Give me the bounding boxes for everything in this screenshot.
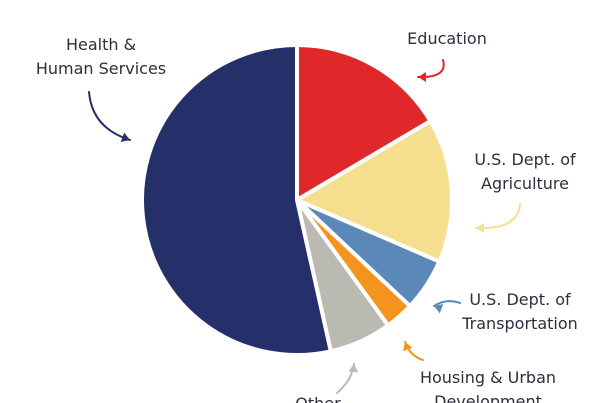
- arrowhead-icon: [403, 342, 413, 352]
- pie-slice-education: [295, 43, 433, 202]
- pie-slice-health-human-services: [140, 43, 333, 357]
- leader-arrow: [88, 91, 131, 141]
- arrowhead-icon: [120, 132, 130, 142]
- slice-label-u-s-dept-of-agriculture: U.S. Dept. of Agriculture: [474, 150, 576, 193]
- arrowhead-icon: [348, 364, 359, 373]
- arrowhead-icon: [418, 72, 426, 82]
- slice-label-u-s-dept-of-transportation: U.S. Dept. of Transportation: [461, 290, 578, 333]
- slice-label-housing-urban-development: Housing & Urban Development: [420, 368, 556, 403]
- leader-arrow: [417, 59, 445, 79]
- pie-slice-u-s-dept-of-agriculture: [295, 119, 454, 264]
- arrowhead-icon: [434, 304, 444, 314]
- arrowhead-icon: [476, 223, 484, 233]
- slice-label-education: Education: [407, 29, 487, 48]
- slice-label-health-human-services: Health & Human Services: [36, 35, 166, 78]
- slice-label-other: Other: [295, 394, 341, 403]
- leader-arrow: [433, 300, 461, 307]
